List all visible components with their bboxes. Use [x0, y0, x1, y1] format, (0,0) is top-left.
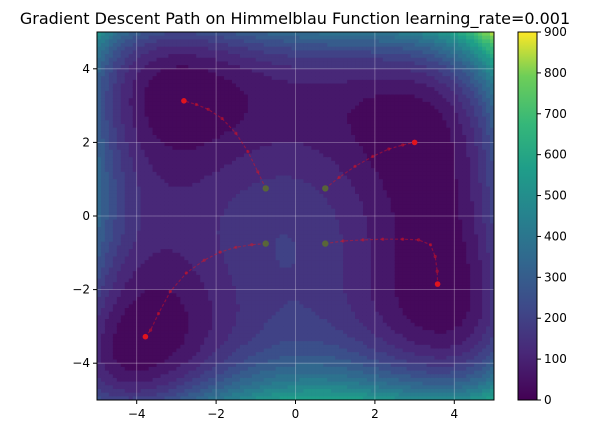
descent-path-line	[144, 243, 266, 338]
descent-step-point	[168, 289, 172, 293]
x-tick-label: −4	[128, 407, 146, 421]
descent-step-point	[234, 131, 238, 135]
x-axis-ticks: −4 −2 0 2 4	[128, 400, 458, 421]
colorbar-tick-label: 900	[544, 25, 567, 39]
descent-endpoint	[142, 333, 149, 340]
start-point	[262, 185, 269, 192]
colorbar-tick-label: 100	[544, 352, 567, 366]
descent-step-point	[353, 164, 357, 168]
contour-fill	[97, 32, 494, 400]
descent-step-point	[246, 150, 250, 154]
colorbar-tick-label: 500	[544, 189, 567, 203]
y-tick-label: −4	[72, 356, 90, 370]
colorbar-tick-label: 700	[544, 107, 567, 121]
descent-step-point	[202, 258, 206, 262]
descent-step-point	[417, 238, 421, 242]
colorbar	[517, 31, 538, 401]
descent-paths	[142, 98, 441, 340]
start-point	[322, 240, 329, 247]
chart-title: Gradient Descent Path on Himmelblau Func…	[20, 9, 570, 29]
descent-step-point	[387, 147, 391, 151]
y-tick-label: 0	[82, 209, 90, 223]
descent-step-point	[433, 254, 437, 259]
y-axis-ticks: −4 −2 0 2 4	[72, 62, 97, 370]
x-tick-label: 4	[450, 407, 458, 421]
y-tick-label: 2	[82, 135, 90, 149]
descent-step-point	[218, 250, 222, 254]
colorbar-tick-label: 800	[544, 66, 567, 80]
descent-step-point	[250, 243, 254, 247]
descent-path-line	[183, 100, 267, 189]
y-tick-label: 4	[82, 62, 90, 76]
grid-lines	[97, 32, 494, 400]
descent-step-point	[428, 243, 433, 247]
descent-path-line	[325, 238, 439, 285]
descent-step-point	[256, 170, 260, 174]
colorbar-tick-label: 400	[544, 229, 567, 243]
descent-endpoint	[411, 139, 418, 146]
x-tick-label: 0	[292, 407, 300, 421]
descent-step-point	[206, 107, 210, 111]
descent-step-point	[194, 102, 198, 107]
descent-step-point	[156, 311, 161, 316]
descent-step-point	[184, 271, 188, 275]
descent-step-point	[220, 116, 224, 121]
colorbar-tick-label: 300	[544, 270, 567, 284]
descent-step-point	[337, 175, 341, 179]
x-tick-label: −2	[207, 407, 225, 421]
descent-step-point	[401, 143, 405, 147]
descent-step-point	[381, 237, 385, 241]
descent-step-point	[371, 154, 375, 158]
colorbar-tick-label: 200	[544, 311, 567, 325]
descent-step-point	[341, 239, 345, 243]
descent-step-point	[401, 237, 405, 241]
start-point	[262, 240, 269, 247]
descent-step-point	[149, 328, 153, 332]
x-tick-label: 2	[371, 407, 379, 421]
descent-step-point	[234, 245, 238, 249]
colorbar-ticks: 0 100 200 300 400 500 600 700 800 900	[537, 25, 567, 407]
descent-endpoint	[181, 98, 187, 104]
y-tick-label: −2	[72, 283, 90, 297]
colorbar-tick-label: 0	[544, 393, 552, 407]
descent-step-point	[435, 269, 439, 273]
colorbar-tick-label: 600	[544, 148, 567, 162]
descent-endpoint	[434, 281, 441, 287]
descent-step-point	[361, 238, 365, 242]
start-point	[322, 185, 329, 192]
